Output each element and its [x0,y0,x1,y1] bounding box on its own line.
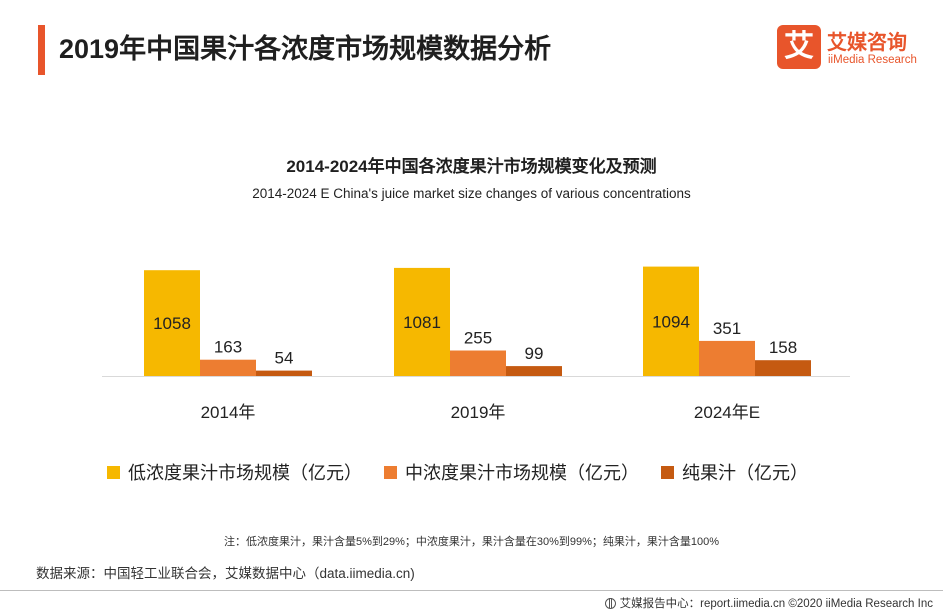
chart-subtitle: 2014-2024 E China's juice market size ch… [252,186,691,201]
data-label-mid-2: 351 [713,319,741,338]
bar-low-2 [643,266,699,376]
logo-name-en: iiMedia Research [828,54,917,66]
data-label-pure-1: 99 [525,344,544,363]
bar-pure-2 [755,360,811,376]
report-center-footer: 艾媒报告中心：report.iimedia.cn ©2020 iiMedia R… [604,595,933,611]
legend-item-pure: 纯果汁（亿元） [661,459,808,485]
bottom-divider [0,590,943,591]
data-label-low-2: 1094 [652,312,690,331]
category-label-0: 2014年 [201,403,256,422]
bar-mid-2 [699,340,755,376]
logo-name-cn: 艾媒咨询 [827,32,907,54]
data-label-low-0: 1058 [153,314,191,333]
chart-title: 2014-2024年中国各浓度果汁市场规模变化及预测 [286,157,657,176]
page-title: 2019年中国果汁各浓度市场规模数据分析 [59,34,552,64]
report-center-text: 艾媒报告中心：report.iimedia.cn ©2020 iiMedia R… [619,598,933,610]
bar-pure-0 [256,370,312,376]
legend-swatch-low [107,465,120,479]
bar-low-0 [144,270,200,376]
bar-low-1 [394,267,450,376]
iimedia-logo: 艾 艾媒咨询 iiMedia Research [777,25,927,73]
legend-swatch-pure [661,465,674,479]
chart-legend: 低浓度果汁市场规模（亿元） 中浓度果汁市场规模（亿元） 纯果汁（亿元） [107,459,830,485]
logo-mark: 艾 [777,25,821,69]
chart-footnote: 注：低浓度果汁，果汁含量5%到29%；中浓度果汁，果汁含量在30%到99%；纯果… [223,536,720,548]
bar-mid-0 [200,359,256,376]
data-label-pure-0: 54 [275,349,294,368]
category-label-1: 2019年 [451,403,506,422]
globe-icon [604,597,616,609]
legend-item-mid: 中浓度果汁市场规模（亿元） [384,459,639,485]
category-label-2: 2024年E [694,403,760,422]
bar-pure-1 [506,366,562,376]
legend-label-mid: 中浓度果汁市场规模（亿元） [405,463,639,483]
data-label-mid-0: 163 [214,338,242,357]
legend-item-low: 低浓度果汁市场规模（亿元） [107,459,362,485]
data-source: 数据来源：中国轻工业联合会，艾媒数据中心（data.iimedia.cn) [36,566,415,581]
bar-mid-1 [450,350,506,376]
title-accent-bar [38,25,45,75]
legend-swatch-mid [384,465,397,479]
data-label-low-1: 1081 [403,313,441,332]
legend-label-pure: 纯果汁（亿元） [682,463,808,483]
data-label-mid-1: 255 [464,329,492,348]
legend-label-low: 低浓度果汁市场规模（亿元） [128,463,362,483]
data-label-pure-2: 158 [769,338,797,357]
